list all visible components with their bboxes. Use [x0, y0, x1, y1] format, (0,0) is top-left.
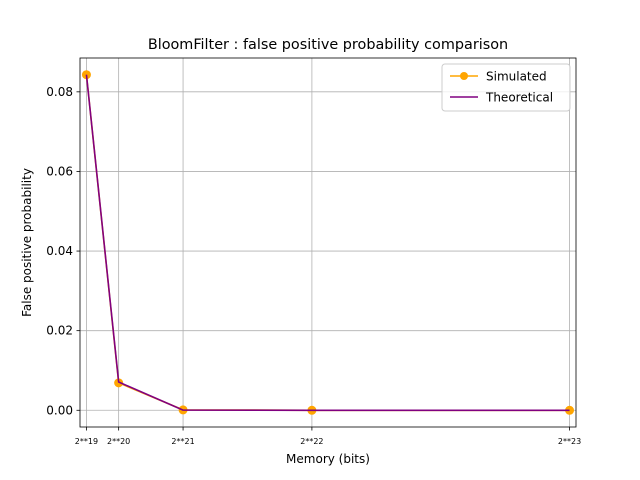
legend-label: Simulated — [486, 70, 547, 84]
x-tick-label: 2**20 — [107, 437, 130, 446]
legend-label: Theoretical — [485, 91, 553, 105]
x-axis: 2**19 2**20 2**21 2**22 2**23 — [75, 427, 581, 446]
y-tick-label: 0.04 — [46, 244, 73, 258]
y-tick-label: 0.08 — [46, 85, 73, 99]
x-axis-label: Memory (bits) — [286, 452, 370, 466]
chart-title: BloomFilter : false positive probability… — [148, 37, 508, 53]
y-tick-label: 0.00 — [46, 403, 73, 417]
legend-swatch-marker — [460, 72, 468, 80]
y-tick-label: 0.06 — [46, 164, 73, 178]
x-tick-label: 2**21 — [171, 437, 194, 446]
x-tick-label: 2**23 — [558, 437, 581, 446]
x-tick-label: 2**19 — [75, 437, 98, 446]
plot-frame — [79, 57, 577, 428]
y-axis-label: False positive probability — [20, 168, 34, 317]
y-axis: 0.00 0.02 0.04 0.06 0.08 — [46, 85, 80, 417]
legend: Simulated Theoretical — [441, 63, 571, 112]
theoretical-line — [85, 74, 570, 412]
x-tick-label: 2**22 — [300, 437, 323, 446]
series-layer — [81, 70, 575, 415]
y-tick-label: 0.02 — [46, 324, 73, 338]
